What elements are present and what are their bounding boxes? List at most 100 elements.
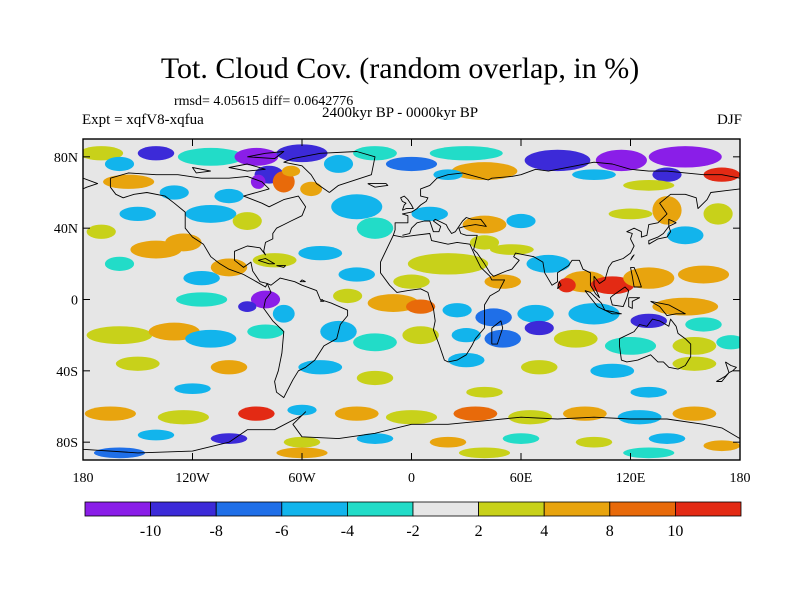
- anomaly-patch: [300, 181, 323, 197]
- anomaly-patch: [185, 204, 237, 223]
- anomaly-patch: [353, 333, 397, 352]
- anomaly-patch: [484, 329, 521, 348]
- colorbar-label: 4: [540, 523, 548, 540]
- colorbar-boxes: [84, 501, 742, 517]
- coastline: [83, 177, 99, 190]
- coastline: [392, 161, 740, 236]
- axis-ticks: 80N 40N 0 40S 80S 180 120W 60W 0 60E 120E 180: [54, 139, 751, 486]
- anomaly-patch: [356, 433, 394, 444]
- anomaly-patch: [630, 386, 667, 398]
- anomaly-patch: [453, 406, 498, 421]
- coastline: [609, 286, 630, 308]
- coastline: [630, 254, 635, 261]
- anomaly-patch: [367, 294, 419, 312]
- anomaly-patch: [506, 213, 536, 229]
- anomaly-field: [83, 144, 740, 459]
- anomaly-patch: [484, 274, 521, 289]
- lat-label: 40S: [56, 365, 78, 380]
- colorbar-label: -8: [210, 523, 223, 540]
- coastline: [648, 225, 672, 245]
- anomaly-patch: [281, 165, 301, 177]
- anomaly-patch: [623, 180, 675, 191]
- lon-label: 180: [730, 471, 751, 486]
- anomaly-patch: [276, 447, 328, 459]
- anomaly-patch: [623, 447, 675, 459]
- coastline: [83, 411, 740, 454]
- anomaly-patch: [703, 203, 733, 225]
- coastline: [619, 318, 692, 370]
- colorbar-labels: -10 -8 -6 -4 -2 2 4 8 10: [140, 523, 683, 540]
- anomaly-patch: [83, 146, 124, 161]
- anomaly-patch: [502, 433, 540, 444]
- anomaly-patch: [429, 436, 467, 448]
- colorbar-box: [215, 501, 283, 517]
- lon-label: 60W: [288, 471, 316, 486]
- coastline: [584, 290, 606, 311]
- anomaly-patch: [174, 383, 211, 395]
- colorbar-box: [346, 501, 414, 517]
- anomaly-patch: [287, 404, 317, 416]
- anomaly-patch: [448, 353, 485, 368]
- coastline: [628, 297, 641, 309]
- coastline: [630, 266, 642, 288]
- anomaly-patch: [115, 356, 160, 371]
- anomaly-patch: [183, 270, 220, 286]
- anomaly-patch: [590, 276, 635, 295]
- colorbar-box: [281, 501, 348, 517]
- anomaly-patch: [250, 174, 266, 189]
- anomaly-patch: [553, 329, 598, 348]
- anomaly-patch: [590, 363, 635, 378]
- anomaly-patch: [298, 246, 343, 261]
- anomaly-patch: [469, 235, 500, 250]
- anomaly-patch: [356, 217, 394, 239]
- coastline: [668, 218, 677, 227]
- coastline: [604, 309, 622, 315]
- anomaly-patch: [521, 360, 558, 375]
- lat-label: 80S: [56, 436, 78, 451]
- anomaly-patch: [672, 406, 717, 421]
- coastline: [263, 277, 349, 399]
- coastline: [716, 372, 730, 382]
- anomaly-patch: [84, 406, 136, 421]
- anomaly-patch: [517, 304, 554, 323]
- colorbar-label: -6: [275, 523, 288, 540]
- colorbar-label: -4: [341, 523, 354, 540]
- anomaly-patch: [252, 253, 297, 268]
- anomaly-patch: [177, 147, 244, 166]
- coastline: [557, 281, 562, 290]
- anomaly-patch: [283, 436, 321, 448]
- anomaly-patch: [238, 406, 275, 421]
- anomaly-patch: [104, 156, 135, 172]
- anomaly-patch: [104, 256, 135, 271]
- colorbar-box: [609, 501, 676, 517]
- anomaly-patch: [526, 254, 571, 273]
- anomaly-patch: [672, 356, 717, 371]
- anomaly-patch: [159, 185, 189, 200]
- season-label: DJF: [716, 112, 742, 128]
- lat-label: 40N: [54, 222, 78, 237]
- coastline: [109, 172, 307, 288]
- anomaly-patch: [677, 265, 730, 284]
- anomaly-patch: [272, 304, 295, 323]
- coastline: [650, 300, 686, 317]
- lon-label: 0: [408, 471, 415, 486]
- anomaly-patch: [617, 410, 662, 425]
- colorbar-box: [412, 501, 479, 517]
- anomaly-patch: [247, 324, 284, 339]
- lon-label: 120W: [175, 471, 210, 486]
- anomaly-patch: [442, 303, 472, 318]
- coastline: [247, 151, 285, 160]
- anomaly-patch: [137, 146, 175, 161]
- coastline: [276, 265, 287, 268]
- anomaly-patch: [604, 336, 657, 355]
- colorbar-box: [675, 501, 742, 517]
- coastline: [491, 320, 504, 345]
- colorbar-label: 2: [475, 523, 483, 540]
- anomaly-patch: [385, 410, 438, 425]
- anomaly-patch: [385, 156, 438, 172]
- anomaly-patch: [119, 206, 156, 222]
- anomaly-patch: [652, 297, 719, 316]
- coastline: [319, 299, 325, 302]
- anomaly-patch: [338, 267, 375, 282]
